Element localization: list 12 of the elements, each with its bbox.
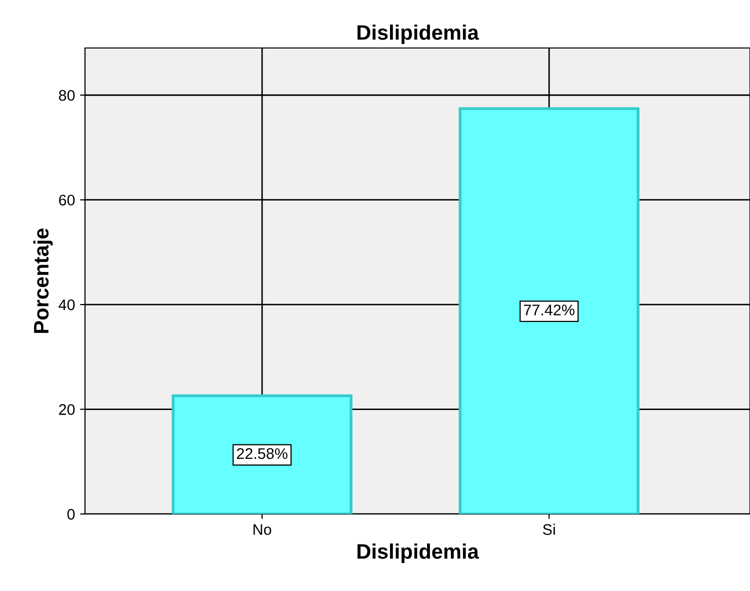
y-tick-label: 40 [58, 299, 75, 310]
y-axis-title: Porcentaje [33, 228, 53, 333]
x-tick-label: No [254, 524, 272, 535]
y-tick-label: 0 [67, 508, 75, 520]
data-label: 22.58% [236, 448, 288, 459]
data-label: 77.42% [524, 304, 574, 316]
y-tick-label: 20 [59, 404, 75, 415]
y-tick-label: 80 [58, 90, 75, 101]
y-tick-label: 60 [59, 194, 75, 206]
x-tick-label: Si [542, 524, 555, 535]
x-axis-title: Dislipidemia [358, 544, 479, 563]
chart-title: Dislipidemia [358, 24, 479, 44]
